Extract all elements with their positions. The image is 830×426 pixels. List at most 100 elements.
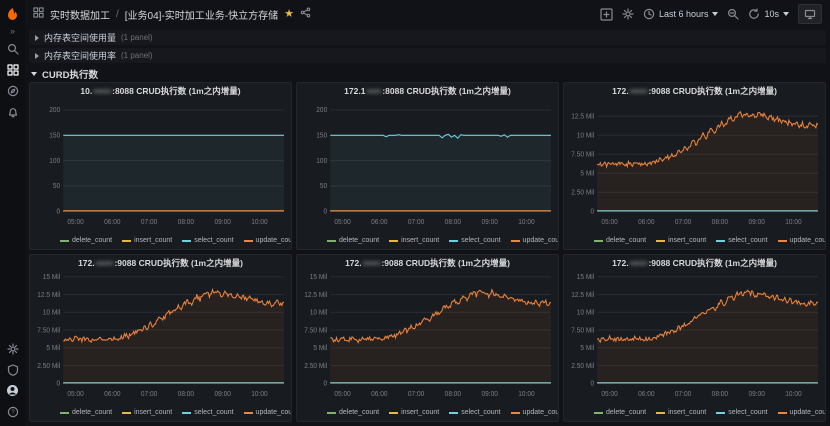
legend-item-select_count[interactable]: select_count [449,409,501,416]
breadcrumb-folder[interactable]: 实时数据加工 [50,10,110,22]
row-memory-usage-rate[interactable]: 内存表空间使用率 (1 panel) [29,48,826,63]
legend-swatch [716,239,726,242]
svg-text:09:00: 09:00 [214,219,231,226]
time-series-chart[interactable]: 0 2.50 Mil 5 Mil 7.50 Mil 10 Mil 12.5 Mil 05:0… [564,98,825,234]
chevron-down-icon [712,12,719,16]
legend-item-delete_count[interactable]: delete_count [60,237,112,244]
svg-text:5 Mil: 5 Mil [580,170,594,177]
legend-item-insert_count[interactable]: insert_count [389,237,439,244]
dashboard-settings-gear-icon[interactable] [622,8,634,20]
breadcrumb-dashboard-title[interactable]: [业务04]-实时加工业务-快立方存储 [124,10,279,22]
alerting-bell-icon[interactable] [0,101,25,122]
legend-item-select_count[interactable]: select_count [716,409,768,416]
time-series-chart[interactable]: 0 50 100 150 200 05:00 06:00 07:00 08:00 09:00 10:… [297,98,558,234]
panel-title-redacted-ip: •••••• [629,257,648,268]
legend-item-insert_count[interactable]: insert_count [656,237,706,244]
svg-text:05:00: 05:00 [67,391,84,398]
svg-text:12.5 Mil: 12.5 Mil [37,292,60,299]
search-icon[interactable] [0,38,25,59]
panel-title[interactable]: 10. ••••••:8088 CRUD执行数 (1m之内增量) [30,83,291,98]
legend-item-insert_count[interactable]: insert_count [389,409,439,416]
settings-gear-icon[interactable] [0,338,25,359]
user-avatar[interactable] [0,380,25,401]
panel-title-prefix: 172. [612,257,629,268]
svg-text:50: 50 [320,183,327,190]
share-icon[interactable] [300,5,311,23]
refresh-picker[interactable]: 10s [748,8,789,20]
svg-text:7.50 Mil: 7.50 Mil [571,327,594,334]
svg-text:150: 150 [316,132,327,139]
svg-text:5 Mil: 5 Mil [580,345,594,352]
legend-item-update_count[interactable]: update_count [777,237,825,244]
svg-text:10 Mil: 10 Mil [310,309,328,316]
row-panel-count: (1 panel) [121,51,153,60]
grafana-logo[interactable] [0,4,25,25]
row-curd-executions[interactable]: CURD执行数 [29,66,826,82]
legend-item-delete_count[interactable]: delete_count [327,237,379,244]
legend-item-update_count[interactable]: update_count [510,237,558,244]
legend-item-update_count[interactable]: update_count [510,409,558,416]
svg-text:7.50 Mil: 7.50 Mil [37,327,60,334]
panel-title-suffix: :8088 CRUD执行数 (1m之内增量) [382,85,511,96]
legend-item-insert_count[interactable]: insert_count [122,237,172,244]
legend-item-select_count[interactable]: select_count [182,409,234,416]
svg-text:06:00: 06:00 [104,391,121,398]
legend-item-delete_count[interactable]: delete_count [60,409,112,416]
sidebar-expand-icon[interactable]: » [9,26,15,36]
time-series-chart[interactable]: 0 2.50 Mil 5 Mil 7.50 Mil 10 Mil 12.5 Mil 15 M… [30,270,291,406]
explore-icon[interactable] [0,80,25,101]
time-series-chart[interactable]: 0 2.50 Mil 5 Mil 7.50 Mil 10 Mil 12.5 Mil 15 M… [297,270,558,406]
legend-item-update_count[interactable]: update_count [243,237,291,244]
legend-item-delete_count[interactable]: delete_count [594,409,646,416]
zoom-out-icon[interactable] [727,8,740,20]
dashboard-grid-icon [33,5,44,23]
svg-text:10:00: 10:00 [518,219,535,226]
svg-text:0: 0 [591,208,595,215]
chart-panel: 172. ••••••:9088 CRUD执行数 (1m之内增量) 0 2.50 M… [296,254,559,422]
panel-title-redacted-ip: •••••• [362,257,381,268]
panel-legend: delete_count insert_count select_count upda… [297,406,558,421]
svg-text:05:00: 05:00 [334,391,351,398]
svg-text:05:00: 05:00 [601,391,618,398]
legend-swatch [327,411,336,414]
help-icon[interactable]: ? [0,401,25,422]
svg-text:?: ? [11,410,15,416]
time-series-chart[interactable]: 0 2.50 Mil 5 Mil 7.50 Mil 10 Mil 12.5 Mil 15 M… [564,270,825,406]
panel-title[interactable]: 172. ••••••:9088 CRUD执行数 (1m之内增量) [297,255,558,270]
svg-text:15 Mil: 15 Mil [310,274,328,281]
add-panel-icon[interactable] [600,7,613,21]
legend-item-insert_count[interactable]: insert_count [656,409,706,416]
legend-item-select_count[interactable]: select_count [182,237,234,244]
panel-title[interactable]: 172. ••••••:9088 CRUD执行数 (1m之内增量) [564,83,825,98]
svg-text:06:00: 06:00 [638,219,655,226]
svg-text:09:00: 09:00 [748,391,765,398]
panel-title[interactable]: 172.1 •••••:8088 CRUD执行数 (1m之内增量) [297,83,558,98]
legend-item-delete_count[interactable]: delete_count [594,237,646,244]
cycle-view-mode-button[interactable] [798,4,822,24]
legend-item-insert_count[interactable]: insert_count [122,409,172,416]
legend-item-select_count[interactable]: select_count [449,237,501,244]
svg-text:05:00: 05:00 [67,219,84,226]
row-memory-usage-amount[interactable]: 内存表空间使用量 (1 panel) [29,30,826,45]
legend-swatch [594,411,603,414]
chevron-right-icon [35,52,39,59]
panel-title[interactable]: 172. ••••••:9088 CRUD执行数 (1m之内增量) [30,255,291,270]
svg-text:07:00: 07:00 [141,219,158,226]
svg-text:12.5 Mil: 12.5 Mil [571,113,594,120]
top-navbar: 实时数据加工 / [业务04]-实时加工业务-快立方存储 ★ Last 6 ho… [25,0,830,28]
legend-item-update_count[interactable]: update_count [243,409,291,416]
favorite-star-icon[interactable]: ★ [284,7,294,20]
svg-text:06:00: 06:00 [638,391,655,398]
legend-swatch [182,239,192,242]
legend-item-update_count[interactable]: update_count [777,409,825,416]
panel-title-suffix: :8088 CRUD执行数 (1m之内增量) [112,85,241,96]
legend-swatch [243,239,253,242]
panel-title[interactable]: 172. ••••••:9088 CRUD执行数 (1m之内增量) [564,255,825,270]
legend-item-select_count[interactable]: select_count [716,237,768,244]
security-shield-icon[interactable] [0,359,25,380]
time-series-chart[interactable]: 0 50 100 150 200 05:00 06:00 07:00 08:00 09:00 10:… [30,98,291,234]
dashboards-icon[interactable] [0,59,25,80]
svg-text:2.50 Mil: 2.50 Mil [304,363,327,370]
legend-item-delete_count[interactable]: delete_count [327,409,379,416]
time-range-picker[interactable]: Last 6 hours [643,8,719,20]
